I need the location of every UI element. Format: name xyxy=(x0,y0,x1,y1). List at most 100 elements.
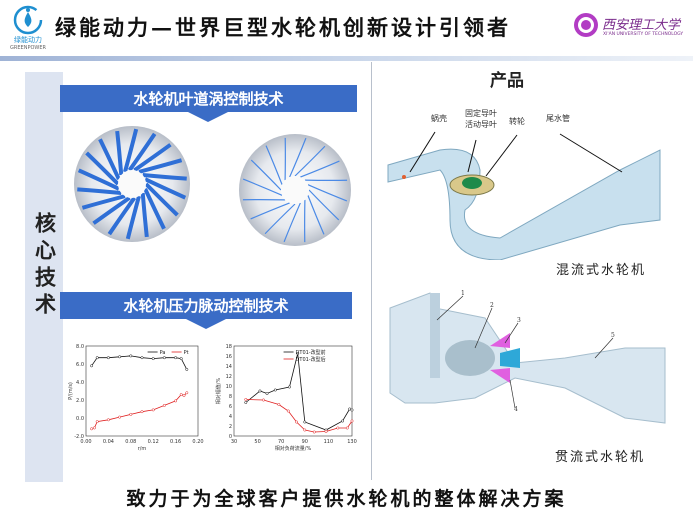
blade-vortex xyxy=(77,168,120,191)
data-point xyxy=(185,367,189,371)
greenpower-logo-icon xyxy=(13,5,43,35)
x-tick-label: 0.08 xyxy=(125,439,136,445)
blade-vortex xyxy=(133,143,172,172)
blade-vortex xyxy=(98,138,121,181)
university-seal-icon xyxy=(574,13,598,37)
blade-vortex xyxy=(125,195,141,240)
legend-label: DT01-改型前 xyxy=(296,349,326,356)
y-tick-label: 4 xyxy=(229,414,232,420)
blade-vortex xyxy=(127,132,157,172)
data-point xyxy=(324,430,328,433)
y-tick-label: -2.0 xyxy=(74,434,84,440)
data-point xyxy=(129,412,133,416)
x-tick-label: 90 xyxy=(302,439,308,445)
x-tick-label: 30 xyxy=(231,439,237,445)
x-tick-label: 0.16 xyxy=(170,439,181,445)
pressure-charts: 0.00 0.04 0.08 0.12 0.16 0.20 -2.0 0.0 2.0 4.0 6.0… xyxy=(68,344,357,452)
data-point xyxy=(140,356,144,360)
data-point xyxy=(244,401,248,404)
tech1-title: 水轮机叶道涡控制技术 xyxy=(133,90,284,108)
data-point xyxy=(258,389,262,393)
data-point xyxy=(244,398,248,401)
label-4: 4 xyxy=(514,406,518,413)
series-line xyxy=(245,353,353,431)
data-point xyxy=(106,418,110,422)
y-tick-label: 2 xyxy=(229,424,232,430)
page-title: 绿能动力—世界巨型水轮机创新设计引领者 xyxy=(55,15,511,40)
data-point xyxy=(341,419,345,423)
blade-vortex xyxy=(138,158,183,174)
data-point xyxy=(179,357,183,361)
y-axis-label: P/(m/s) xyxy=(68,382,74,400)
data-point xyxy=(179,393,183,397)
leader-line xyxy=(559,133,623,173)
label-runner: 转轮 xyxy=(509,117,525,126)
data-point xyxy=(174,356,178,360)
data-point xyxy=(303,428,307,432)
x-axis-label: 相对负荷流量/% xyxy=(275,445,312,452)
y-tick-label: 12 xyxy=(226,374,232,380)
tech1-banner: 水轮机叶道涡控制技术 xyxy=(60,85,357,125)
data-point xyxy=(90,427,94,431)
university-sub: XI'AN UNIVERSITY OF TECHNOLOGY xyxy=(603,32,684,37)
data-point xyxy=(182,394,186,397)
mixed-flow-turbine-image xyxy=(387,131,661,260)
logo-sub: GREENPOWER xyxy=(10,45,46,51)
y-tick-label: 0.0 xyxy=(76,416,84,422)
y-tick-label: 6 xyxy=(229,404,232,410)
blade-vortex xyxy=(77,187,122,195)
x-tick-label: 50 xyxy=(254,439,260,445)
blade-vortex xyxy=(242,178,283,196)
blade-vortex xyxy=(307,184,348,202)
data-point xyxy=(118,415,122,419)
data-point xyxy=(185,391,189,395)
data-point xyxy=(90,364,94,368)
legend-label: DT01-改型后 xyxy=(296,356,326,363)
blade-vortex xyxy=(283,202,301,243)
products-title: 产品 xyxy=(490,71,524,91)
data-point xyxy=(296,352,300,355)
logo-name: 绿能动力 xyxy=(14,36,42,44)
blade-vortex xyxy=(250,202,290,220)
runner-vortex-images xyxy=(74,126,351,246)
x-tick-label: 110 xyxy=(324,439,334,445)
greenpower-logo: 绿能动力 GREENPOWER xyxy=(6,36,50,52)
blade-vortex xyxy=(265,145,283,185)
data-point xyxy=(348,407,352,411)
blade-vortex xyxy=(143,187,166,230)
y-tick-label: 6.0 xyxy=(76,362,84,368)
y-tick-label: 8.0 xyxy=(76,344,84,350)
data-point xyxy=(350,419,354,423)
x-tick-label: 0.20 xyxy=(192,439,203,445)
label-stay-vane: 固定导叶 xyxy=(465,109,497,118)
x-tick-label: 0.12 xyxy=(148,439,159,445)
plot-frame xyxy=(233,345,353,437)
blade-vortex xyxy=(107,196,137,236)
blade-vortex xyxy=(307,195,325,235)
label-3: 3 xyxy=(517,317,521,324)
data-point xyxy=(92,426,96,430)
blade-vortex xyxy=(250,159,282,191)
blade-vortex xyxy=(144,177,187,200)
blade-vortex xyxy=(140,192,149,238)
data-point xyxy=(95,356,99,360)
y-tick-label: 8 xyxy=(229,394,232,400)
core-tech-text: 核心技术 xyxy=(32,212,57,320)
leader-line xyxy=(409,131,436,173)
blade-vortex xyxy=(264,203,296,235)
y-tick-label: 4.0 xyxy=(76,380,84,386)
blade-vortex xyxy=(142,173,187,181)
label-1: 1 xyxy=(461,290,465,297)
blade-vortex xyxy=(81,194,126,210)
data-point xyxy=(350,408,354,412)
tech2-title: 水轮机压力脉动控制技术 xyxy=(123,297,289,315)
series-line xyxy=(245,399,353,433)
legend-label: Pa xyxy=(160,350,166,356)
blade-vortex xyxy=(85,151,120,186)
mixed-flow-caption: 混流式水轮机 xyxy=(556,263,647,278)
y-tick-label: 14 xyxy=(226,364,232,370)
data-point xyxy=(336,426,340,430)
data-point xyxy=(265,392,269,395)
data-point xyxy=(295,420,298,424)
tubular-turbine-image xyxy=(389,292,666,424)
